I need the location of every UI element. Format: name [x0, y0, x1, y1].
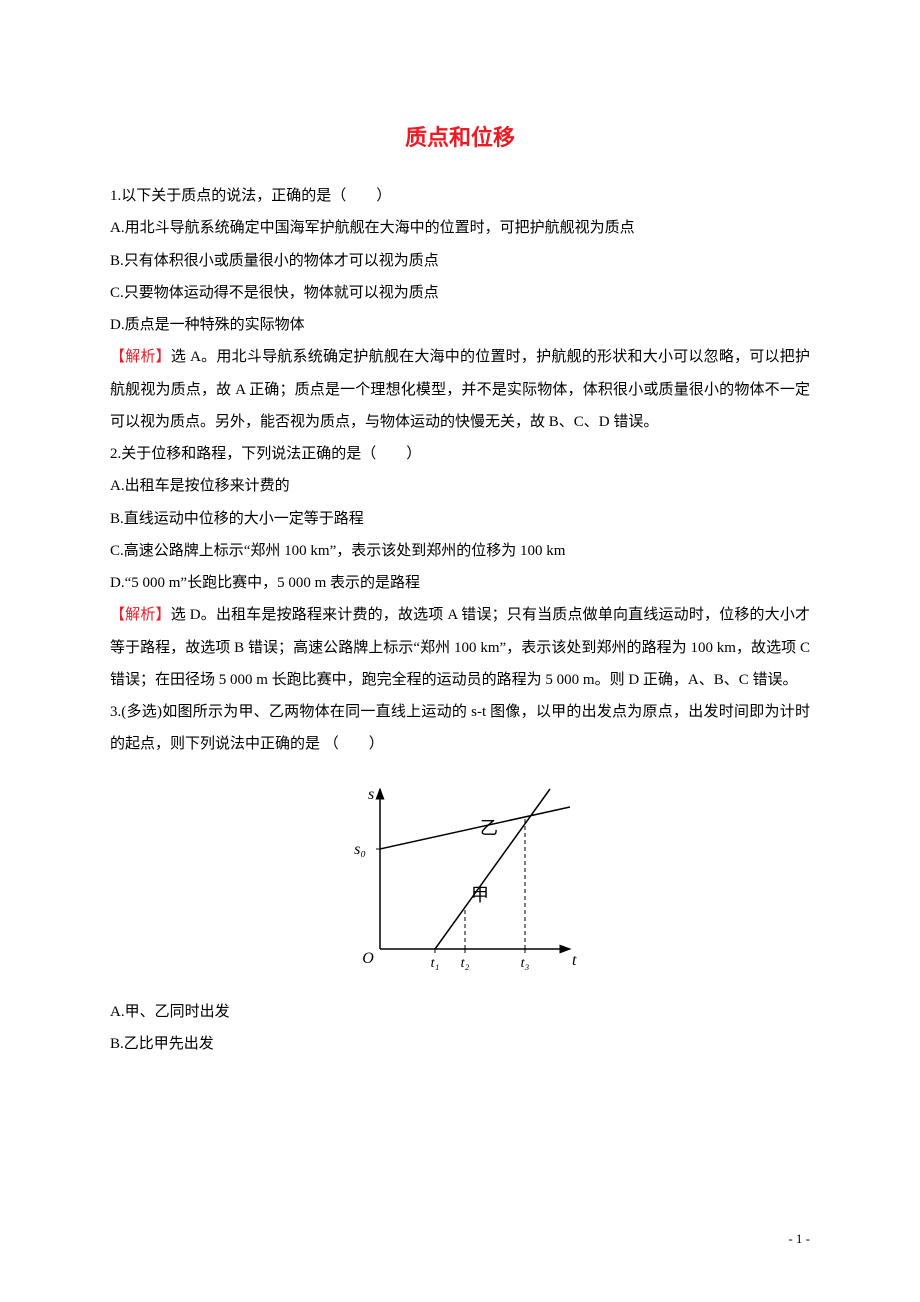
q2-option-c: C.高速公路牌上标示“郑州 100 km”，表示该处到郑州的位移为 100 km [110, 535, 810, 567]
q1-answer-text: 选 A。用北斗导航系统确定护航舰在大海中的位置时，护航舰的形状和大小可以忽略，可… [110, 349, 810, 430]
q1-stem: 1.以下关于质点的说法，正确的是（ ） [110, 180, 810, 212]
svg-text:s: s [368, 786, 374, 803]
q2-option-d: D.“5 000 m”长跑比赛中，5 000 m 表示的是路程 [110, 567, 810, 599]
q3-option-b: B.乙比甲先出发 [110, 1028, 810, 1060]
q2-stem: 2.关于位移和路程，下列说法正确的是（ ） [110, 438, 810, 470]
q1-option-a: A.用北斗导航系统确定中国海军护航舰在大海中的位置时，可把护航舰视为质点 [110, 212, 810, 244]
q1-option-d: D.质点是一种特殊的实际物体 [110, 309, 810, 341]
q2-option-a: A.出租车是按位移来计费的 [110, 470, 810, 502]
q3-chart: Os t s₀ t₁ t₂ t₃ 乙甲 [110, 779, 810, 984]
q2-option-b: B.直线运动中位移的大小一定等于路程 [110, 503, 810, 535]
svg-text:t₂: t₂ [461, 956, 470, 971]
svg-text:t₁: t₁ [431, 956, 440, 971]
q2-answer-label: 【解析】 [110, 607, 171, 623]
svg-text:乙: 乙 [480, 818, 498, 838]
svg-text:t: t [572, 952, 577, 969]
q3-option-a: A.甲、乙同时出发 [110, 996, 810, 1028]
q1-answer: 【解析】选 A。用北斗导航系统确定护航舰在大海中的位置时，护航舰的形状和大小可以… [110, 341, 810, 438]
q3-stem: 3.(多选)如图所示为甲、乙两物体在同一直线上运动的 s-t 图像，以甲的出发点… [110, 696, 810, 761]
svg-text:甲: 甲 [471, 885, 489, 905]
svg-text:O: O [362, 950, 374, 967]
q2-answer-text: 选 D。出租车是按路程来计费的，故选项 A 错误；只有当质点做单向直线运动时，位… [110, 607, 810, 688]
q2-answer: 【解析】选 D。出租车是按路程来计费的，故选项 A 错误；只有当质点做单向直线运… [110, 599, 810, 696]
document-title: 质点和位移 [110, 120, 810, 152]
q1-answer-label: 【解析】 [110, 349, 171, 365]
page: 质点和位移 1.以下关于质点的说法，正确的是（ ） A.用北斗导航系统确定中国海… [0, 0, 920, 1302]
q1-option-b: B.只有体积很小或质量很小的物体才可以视为质点 [110, 245, 810, 277]
svg-text:t₃: t₃ [521, 956, 530, 971]
st-chart-svg: Os t s₀ t₁ t₂ t₃ 乙甲 [340, 779, 580, 979]
page-number: - 1 - [788, 1231, 810, 1247]
svg-text:s₀: s₀ [354, 841, 366, 858]
q1-option-c: C.只要物体运动得不是很快，物体就可以视为质点 [110, 277, 810, 309]
